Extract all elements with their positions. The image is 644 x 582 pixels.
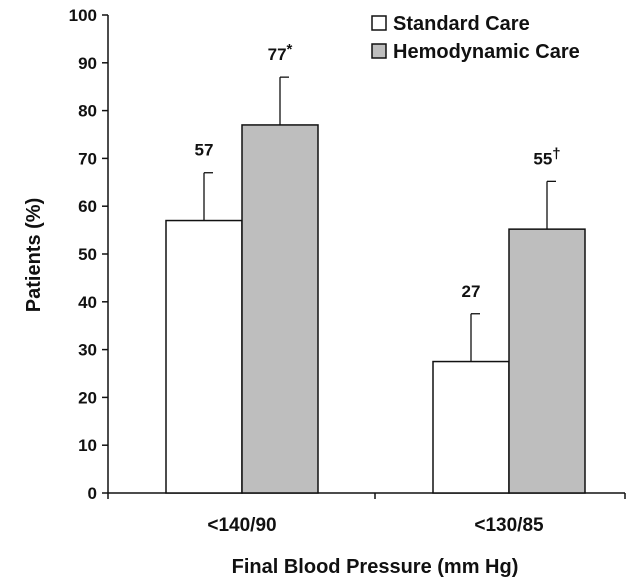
data-labels: 57 77* 27 55† [195, 41, 561, 301]
bar [508, 228, 586, 494]
significance-mark: * [287, 41, 293, 58]
bars [165, 124, 586, 494]
x-tick-label: <130/85 [474, 515, 544, 536]
data-label: 27 [462, 282, 481, 301]
y-tick-label: 20 [78, 388, 97, 407]
legend-label-hemodynamic-care: Hemodynamic Care [393, 41, 580, 63]
bar [165, 219, 243, 494]
x-tick-label: <140/90 [207, 515, 276, 536]
y-tick-label: 60 [78, 197, 97, 216]
legend-swatch-standard-care [371, 15, 387, 31]
data-label: 77* [268, 41, 293, 64]
y-tick-label: 80 [78, 102, 97, 121]
y-tick-label: 50 [78, 245, 97, 264]
error-bars [203, 76, 556, 362]
y-tick-label: 0 [88, 484, 97, 503]
y-tick-label: 70 [78, 149, 97, 168]
bar [241, 124, 319, 494]
legend: Standard Care Hemodynamic Care [371, 13, 580, 63]
y-tick-label: 30 [78, 341, 97, 360]
y-tick-label: 100 [69, 6, 97, 25]
y-axis-title: Patients (%) [23, 198, 45, 312]
y-tick-label: 40 [78, 293, 97, 312]
y-axis: 0 10 20 30 40 50 60 70 80 90 100 [69, 6, 109, 503]
y-tick-label: 90 [78, 54, 97, 73]
data-label: 55† [533, 145, 560, 168]
legend-label-standard-care: Standard Care [393, 13, 530, 35]
bar [432, 360, 510, 494]
significance-mark: † [552, 145, 560, 162]
legend-swatch-hemodynamic-care [371, 43, 387, 59]
y-tick-label: 10 [78, 436, 97, 455]
x-axis-title: Final Blood Pressure (mm Hg) [232, 556, 519, 578]
data-label: 57 [195, 141, 214, 160]
x-axis: <140/90 <130/85 [107, 492, 626, 536]
